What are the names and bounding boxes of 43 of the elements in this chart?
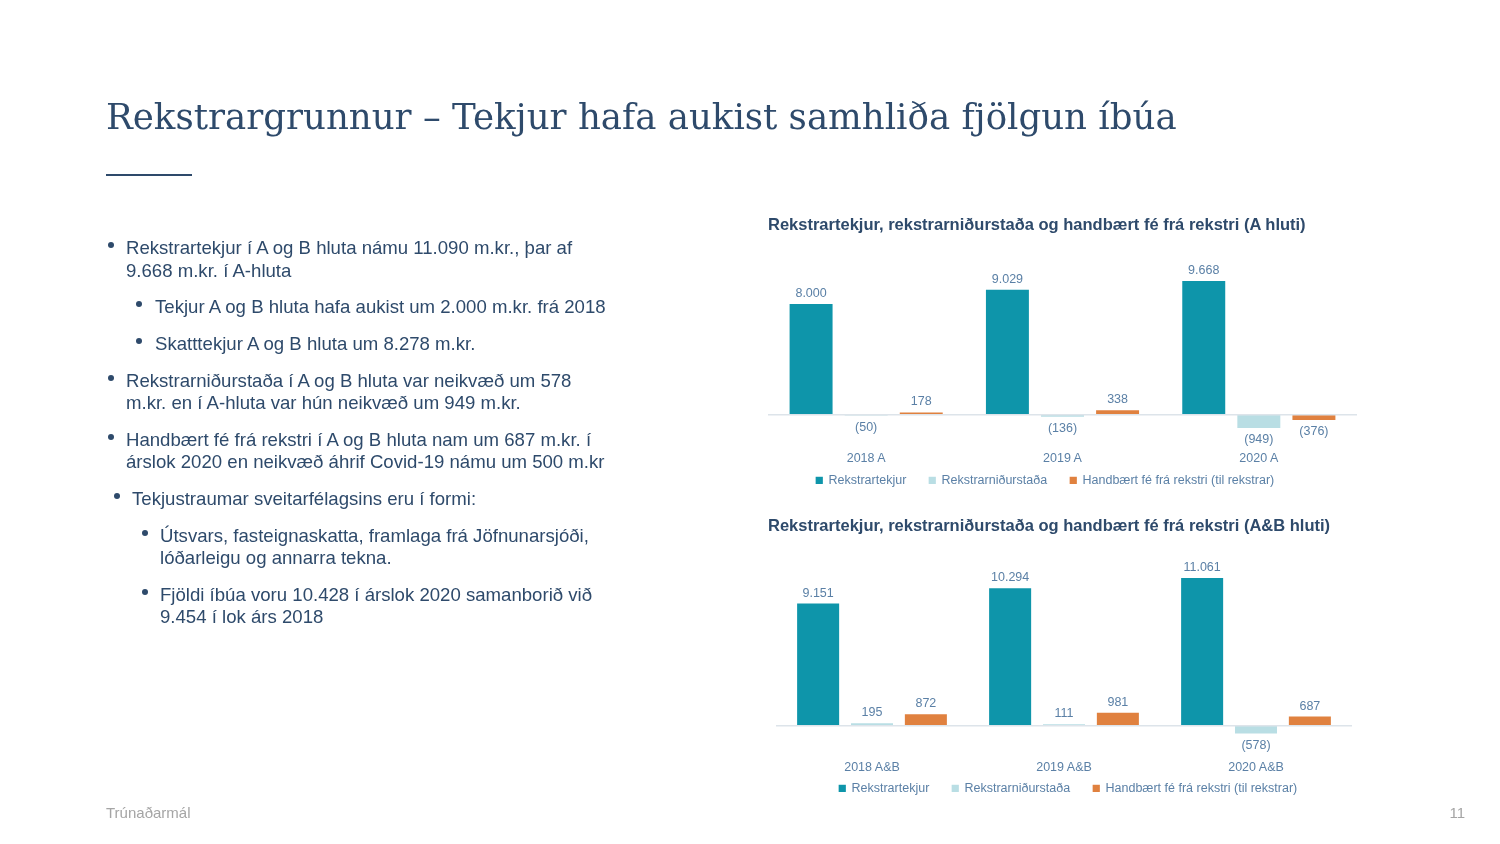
text: Tekjur A og B hluta hafa aukist um 2.000 m.kr. frá 2018 bbox=[155, 296, 606, 318]
data-label: 8.000 bbox=[795, 286, 827, 301]
data-label: 981 bbox=[1107, 694, 1129, 709]
legend-label: Rekstrarniðurstaða bbox=[941, 473, 1048, 488]
legend-label: Handbært fé frá rekstri (til rekstrar) bbox=[1082, 473, 1275, 488]
text: Rekstrartekjur í A og B hluta námu 11.090 m.kr., þar af 9.668 m.kr. í A-hluta bbox=[126, 237, 573, 281]
text: Handbært fé frá rekstri í A og B hluta nam um 687 m.kr. í árslok 2020 en neikvæð áhrif Covid-19 námu um 500 m.kr bbox=[126, 428, 605, 473]
data-label: (376) bbox=[1299, 424, 1329, 439]
x-tick-label: 2020 A bbox=[1239, 450, 1279, 465]
x-tick-label: 2018 A bbox=[846, 450, 887, 465]
data-label: (578) bbox=[1241, 737, 1271, 751]
text: 11 bbox=[1449, 804, 1465, 821]
text: Trúnaðarmál bbox=[106, 804, 191, 821]
data-label: (50) bbox=[855, 419, 878, 434]
text: Útsvars, fasteignaskatta, framlaga frá Jöfnunarsjóði, lóðarleigu og annarra tekna. bbox=[160, 524, 589, 569]
data-label: 111 bbox=[1054, 705, 1074, 720]
text: Skatttekjur A og B hluta um 8.278 m.kr. bbox=[155, 332, 476, 354]
data-label: (949) bbox=[1244, 432, 1274, 446]
x-tick-label: 2019 A bbox=[1043, 450, 1083, 465]
x-tick-label: 2020 A&B bbox=[1228, 759, 1284, 774]
x-tick-label: 2018 A&B bbox=[844, 759, 900, 774]
chart-title: Rekstrartekjur, rekstrarniðurstaða og handbært fé frá rekstri (A hluti) bbox=[768, 214, 1306, 233]
legend-label: Rekstrartekjur bbox=[828, 473, 907, 488]
data-label: 872 bbox=[915, 695, 937, 710]
text: Tekjustraumar sveitarfélagsins eru í formi: bbox=[132, 488, 477, 509]
text: Rekstrarniðurstaða í A og B hluta var neikvæð um 578 m.kr. en í A-hluta var hún neikvæð um 949 m.kr. bbox=[126, 369, 572, 414]
data-label: 9.151 bbox=[802, 585, 834, 600]
text: Rekstrargrunnur – Tekjur hafa aukist samhliða fjölgun íbúa bbox=[106, 96, 1177, 137]
data-label: 10.294 bbox=[991, 569, 1030, 584]
data-label: 11.061 bbox=[1183, 559, 1221, 574]
text: Fjöldi íbúa voru 10.428 í árslok 2020 samanborið við 9.454 í lok árs 2018 bbox=[160, 583, 593, 628]
legend-label: Rekstrarniðurstaða bbox=[964, 780, 1071, 795]
data-label: 338 bbox=[1107, 392, 1129, 407]
data-label: (136) bbox=[1047, 420, 1078, 435]
data-label: 195 bbox=[861, 704, 883, 719]
legend-label: Handbært fé frá rekstri (til rekstrar) bbox=[1105, 780, 1298, 795]
legend-label: Rekstrartekjur bbox=[851, 780, 930, 795]
x-tick-label: 2019 A&B bbox=[1036, 759, 1092, 774]
chart-title: Rekstrartekjur, rekstrarniðurstaða og handbært fé frá rekstri (A&B hluti) bbox=[768, 515, 1331, 533]
data-label: 687 bbox=[1299, 698, 1321, 713]
data-label: 9.029 bbox=[991, 271, 1024, 286]
data-label: 178 bbox=[910, 394, 932, 409]
data-label: 9.668 bbox=[1188, 263, 1220, 277]
